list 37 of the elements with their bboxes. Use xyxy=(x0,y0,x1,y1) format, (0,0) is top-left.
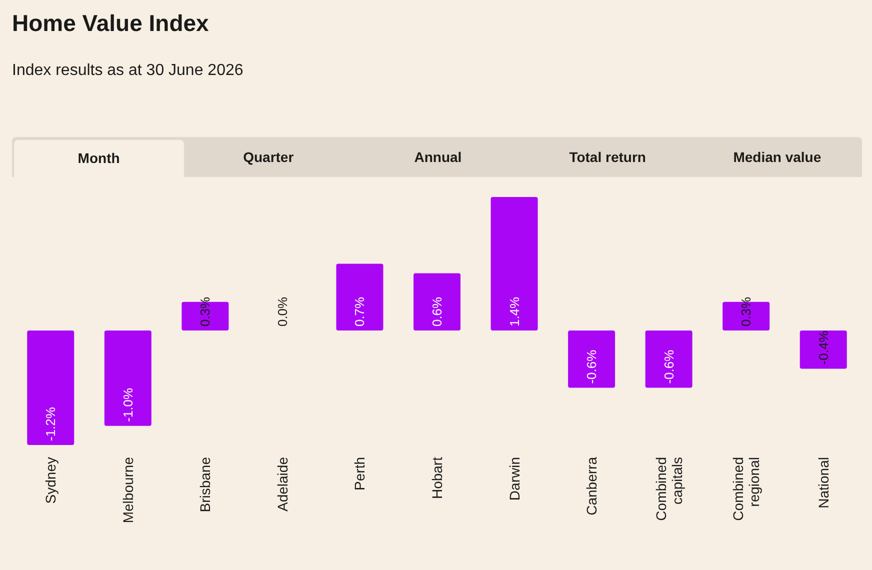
x-tick-label: Combined capitals xyxy=(652,457,685,521)
x-tick-label: Darwin xyxy=(506,457,522,501)
text: Total return xyxy=(568,148,647,167)
x-tick-label: Canberra xyxy=(584,456,600,516)
data-label: 0.0% xyxy=(274,296,290,327)
text: Month xyxy=(14,140,184,177)
x-tick-label: Sydney xyxy=(42,457,59,504)
bar xyxy=(490,197,538,331)
data-label: 0.6% xyxy=(430,296,444,327)
chart-title: Home Value Index xyxy=(12,10,209,37)
bar xyxy=(645,330,692,388)
data-label: 0.3% xyxy=(198,296,213,327)
x-tick-label: Perth xyxy=(352,457,368,490)
x-tick-label: Brisbane xyxy=(197,456,214,512)
data-label: -0.4% xyxy=(816,330,831,365)
data-label: -1.2% xyxy=(43,406,58,441)
x-tick-label: National xyxy=(815,457,832,508)
bar xyxy=(568,330,616,388)
data-label: -0.6% xyxy=(584,349,600,384)
text: Quarter xyxy=(242,148,295,167)
x-tick-label: Combined regional xyxy=(730,457,762,521)
text: Median value xyxy=(732,148,822,167)
bar xyxy=(104,330,152,426)
x-tick-label: Melbourne xyxy=(120,456,136,524)
data-label: -0.6% xyxy=(661,349,676,384)
bar xyxy=(800,330,847,369)
data-label: -1.0% xyxy=(120,388,136,422)
data-label: 0.7% xyxy=(352,296,368,327)
chart-subtitle: Index results as at 30 June 2026 xyxy=(12,62,244,80)
data-label: 1.4% xyxy=(506,296,522,327)
data-label: 0.3% xyxy=(738,296,754,327)
text: Annual xyxy=(413,148,463,167)
bar xyxy=(414,273,460,331)
x-tick-label: Adelaide xyxy=(274,456,290,512)
bar xyxy=(336,264,384,331)
x-tick-label: Hobart xyxy=(429,456,445,500)
bar xyxy=(27,330,74,445)
